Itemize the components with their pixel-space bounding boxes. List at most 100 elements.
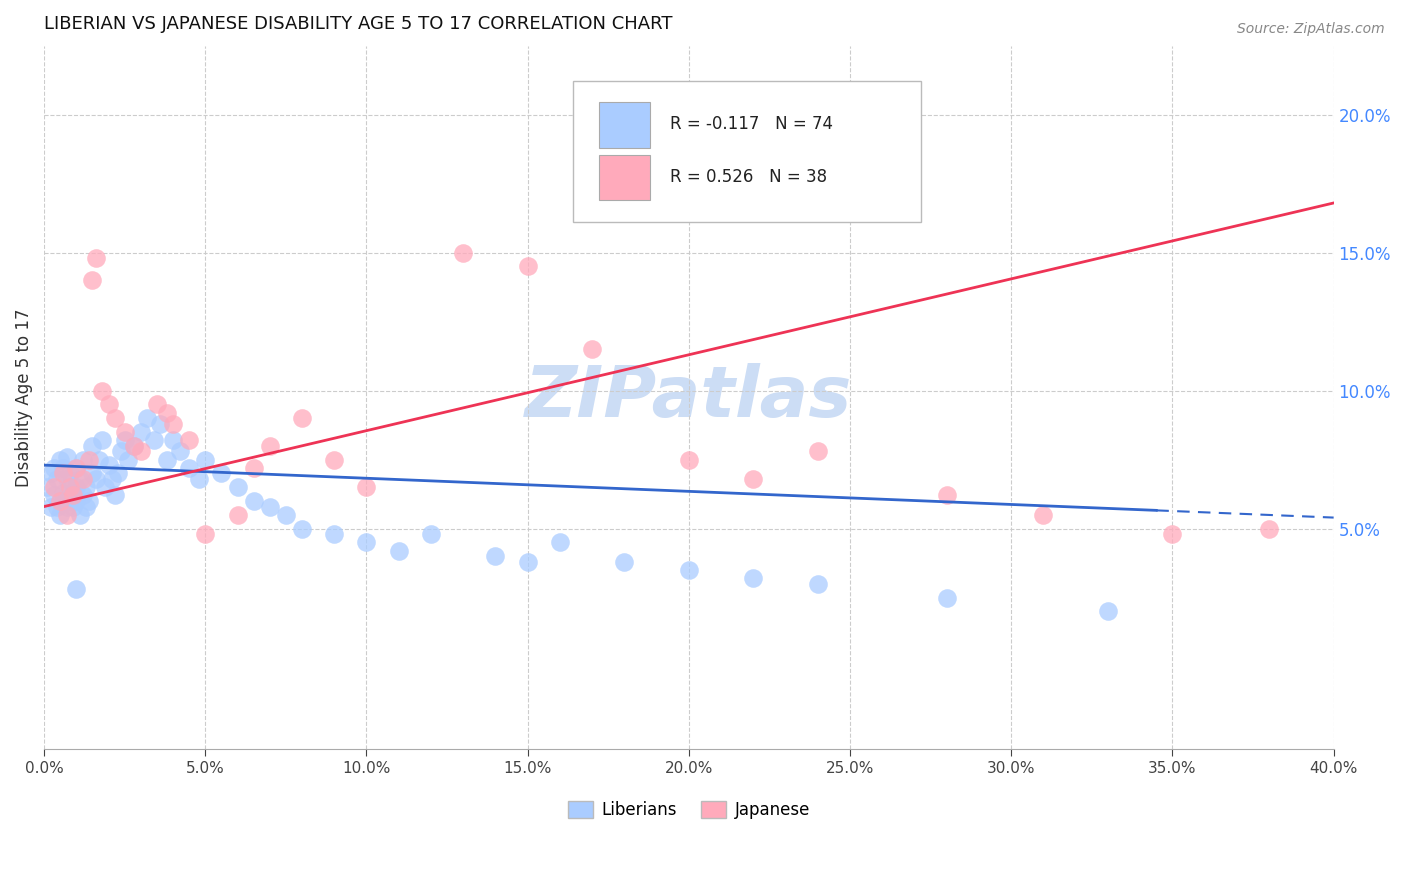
Point [420,527,443,541]
Point [935,591,957,605]
Point [179,461,201,475]
Point [742,472,765,486]
Point [323,452,346,467]
Point [110,444,132,458]
Text: LIBERIAN VS JAPANESE DISABILITY AGE 5 TO 17 CORRELATION CHART: LIBERIAN VS JAPANESE DISABILITY AGE 5 TO… [44,15,672,33]
Point [59,467,82,481]
Point [49,494,72,508]
Point [52,461,75,475]
Point [37,480,59,494]
Point [226,508,249,522]
Point [55,508,77,522]
Point [94,480,117,494]
Point [55,472,77,486]
Point [75,480,97,494]
Point [388,543,411,558]
Point [101,472,124,486]
Point [77,452,100,467]
Point [49,452,72,467]
Point [124,439,146,453]
FancyBboxPatch shape [599,102,650,148]
Point [91,384,114,398]
Point [162,417,184,431]
Point [97,458,120,472]
Point [124,439,146,453]
Legend: Liberians, Japanese: Liberians, Japanese [561,794,817,825]
Point [1097,604,1119,618]
Point [42,461,65,475]
Point [82,467,104,481]
Point [114,434,136,448]
Point [62,485,84,500]
Point [291,411,314,425]
Point [259,500,281,514]
Point [72,472,94,486]
Point [484,549,506,564]
Point [59,494,82,508]
Point [259,439,281,453]
Point [72,488,94,502]
Point [55,500,77,514]
Point [807,576,830,591]
Text: ZIPatlas: ZIPatlas [526,363,852,432]
Point [114,425,136,439]
Point [226,480,249,494]
Point [242,461,264,475]
Point [194,527,217,541]
Point [62,500,84,514]
Point [548,535,571,549]
Point [104,411,127,425]
Point [59,480,82,494]
Point [1258,522,1281,536]
Point [77,494,100,508]
Point [209,467,232,481]
Point [97,397,120,411]
Point [516,555,538,569]
Point [194,452,217,467]
Point [87,452,110,467]
Point [72,452,94,467]
Y-axis label: Disability Age 5 to 17: Disability Age 5 to 17 [15,309,32,487]
Point [65,461,87,475]
Point [59,480,82,494]
Point [149,417,172,431]
Point [69,472,91,486]
Point [129,425,152,439]
Point [169,444,191,458]
Point [49,494,72,508]
Point [136,411,159,425]
Point [742,571,765,585]
Point [65,480,87,494]
Point [82,439,104,453]
Point [451,245,474,260]
Point [1161,527,1184,541]
Point [516,260,538,274]
Point [129,444,152,458]
Point [187,472,209,486]
Point [52,485,75,500]
Point [107,467,129,481]
Point [55,450,77,464]
Point [142,434,165,448]
Point [69,508,91,522]
Point [935,488,957,502]
Point [117,452,139,467]
Point [75,500,97,514]
Point [65,461,87,475]
Point [62,488,84,502]
Point [613,555,636,569]
Point [91,434,114,448]
Point [242,494,264,508]
FancyBboxPatch shape [599,154,650,201]
Point [84,251,107,265]
Point [39,467,62,481]
Point [356,535,378,549]
Point [323,527,346,541]
Point [1032,508,1054,522]
Point [156,452,179,467]
Point [49,508,72,522]
Point [104,488,127,502]
Point [46,500,69,514]
Text: R = -0.117   N = 74: R = -0.117 N = 74 [669,115,832,134]
Point [42,480,65,494]
